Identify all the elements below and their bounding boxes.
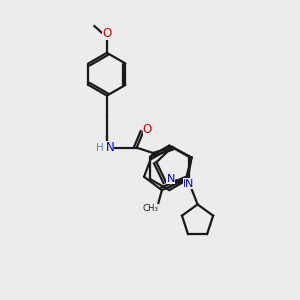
- Text: N: N: [106, 141, 114, 154]
- Text: O: O: [143, 123, 152, 136]
- Text: O: O: [103, 27, 112, 40]
- Text: N: N: [185, 179, 194, 189]
- Text: H: H: [97, 142, 104, 153]
- Text: N: N: [167, 174, 175, 184]
- Text: CH₃: CH₃: [143, 204, 159, 213]
- Text: N: N: [183, 178, 191, 189]
